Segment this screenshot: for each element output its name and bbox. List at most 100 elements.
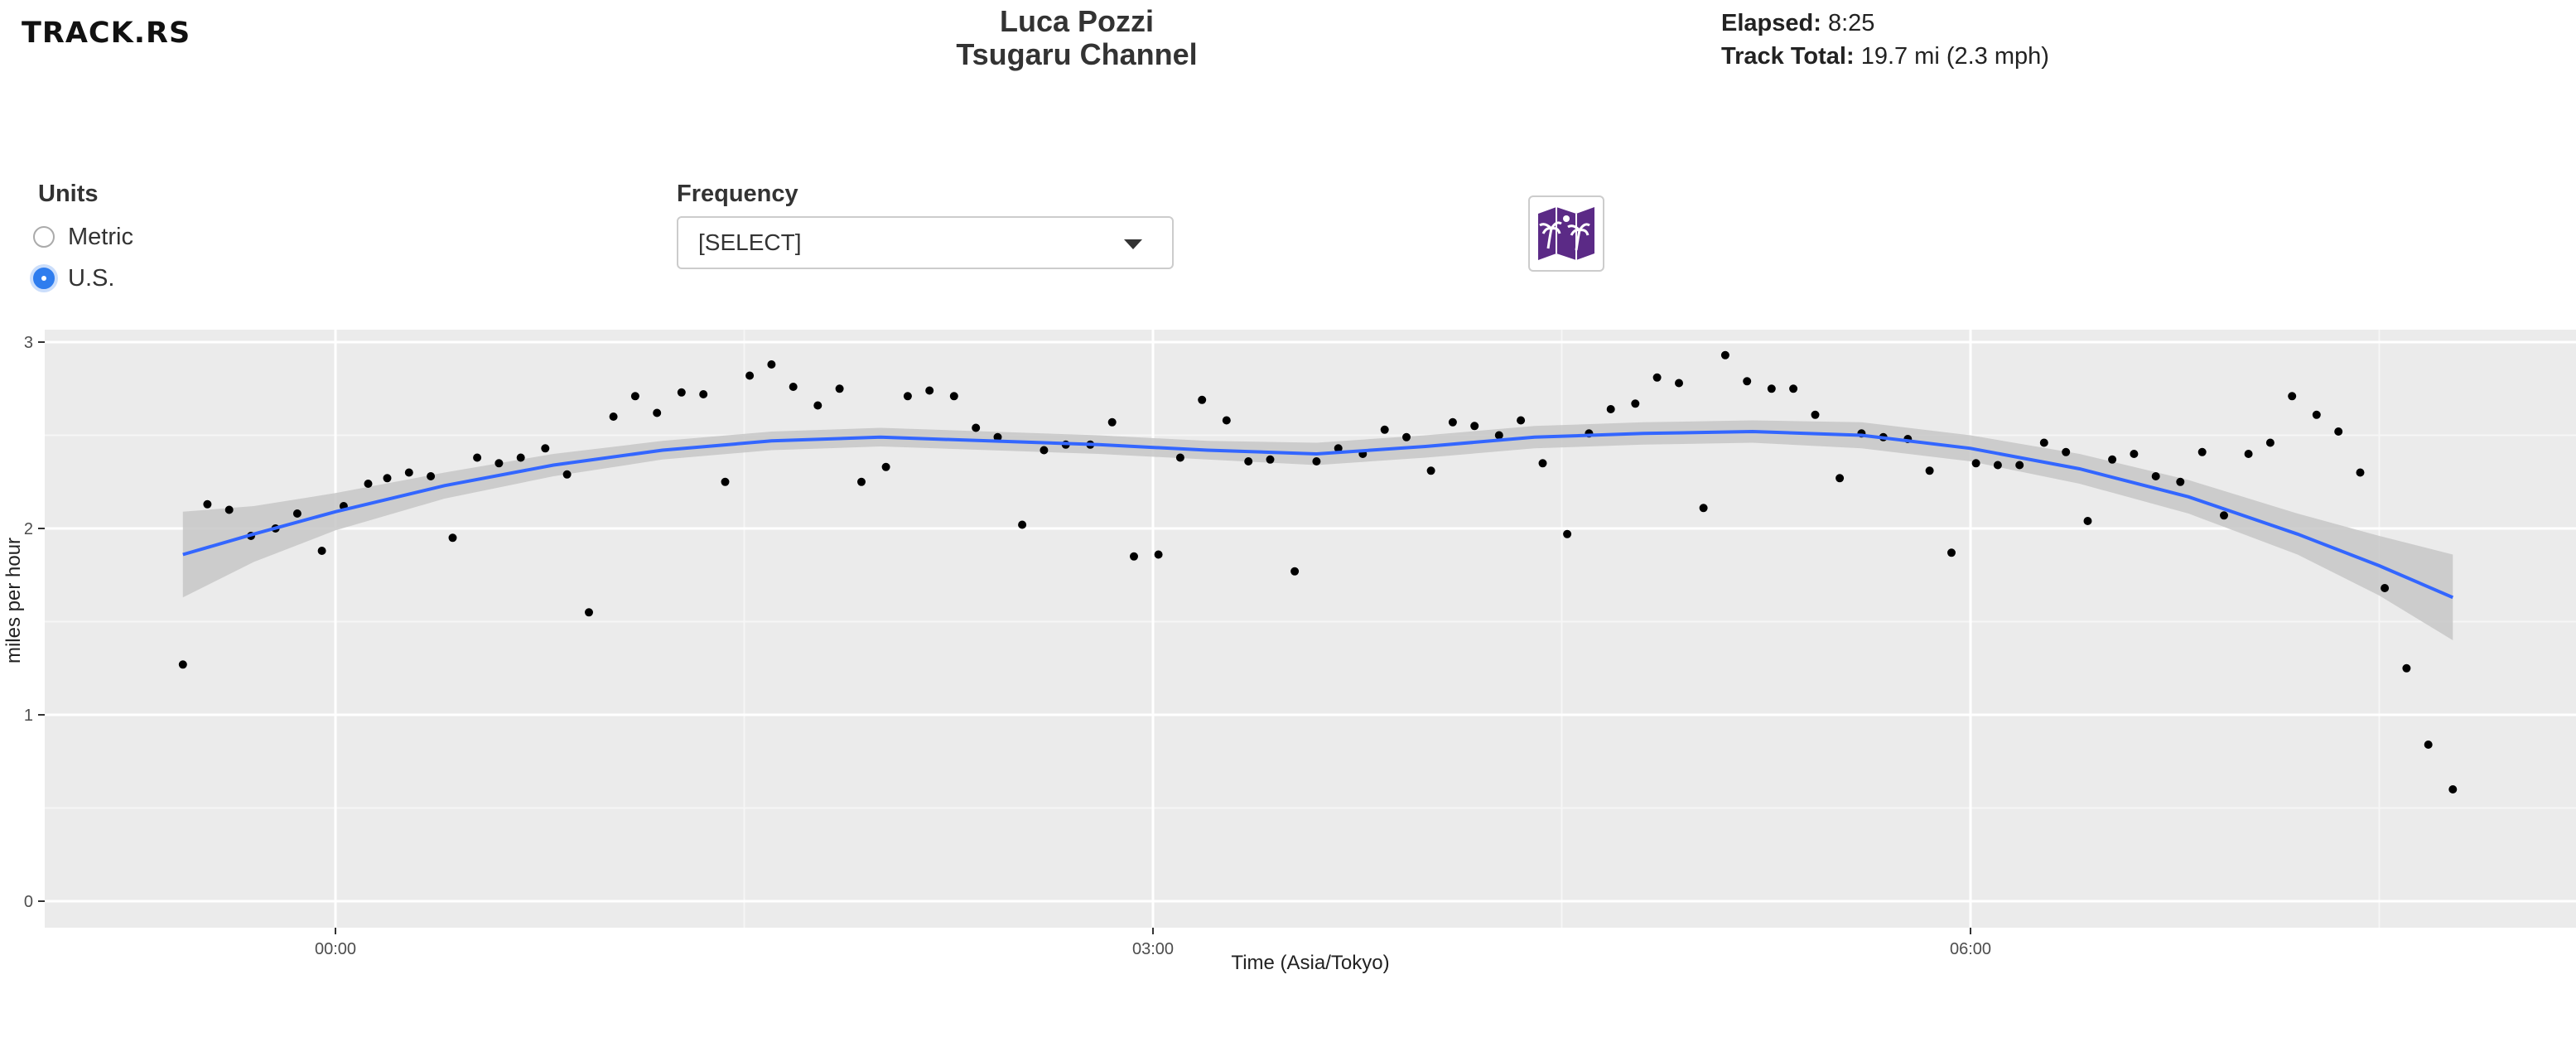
x-axis-label: Time (Asia/Tokyo) [1231,952,1389,974]
data-point [2176,477,2185,486]
speed-chart: 0 1 2 3 00:00 03:00 06:00 Time (Asia/Tokyo) m… [2,330,2576,974]
data-point [1563,529,1572,538]
data-point [364,480,373,488]
data-point [448,533,457,543]
radio-metric[interactable] [33,226,55,248]
data-point [2151,472,2160,480]
data-point [2130,450,2139,458]
data-point [2334,427,2343,436]
data-point [541,444,550,453]
data-point [2039,438,2048,447]
total-value: 19.7 mi (2.3 mph) [1860,43,2049,70]
route-name: Tsugaru Channel [956,37,1198,71]
data-point [1971,459,1980,468]
data-point [494,459,504,468]
data-point [1448,417,1457,427]
data-point [1720,350,1729,359]
data-point [427,472,436,480]
data-point [2424,740,2433,749]
data-point [1743,377,1752,386]
data-point [404,468,413,477]
data-point [972,423,981,432]
data-point [2244,450,2253,458]
data-point [2448,785,2458,794]
data-point [721,477,730,486]
data-point [2108,455,2117,464]
data-point [2062,447,2071,456]
data-point [2220,511,2228,520]
data-point [1107,417,1117,427]
units-option-us-label: U.S. [68,264,115,292]
data-point [1244,457,1253,466]
data-point [1538,459,1547,468]
units-option-metric[interactable]: Metric [33,216,133,258]
data-point [1222,416,1231,425]
data-point [789,383,798,391]
data-point [1767,384,1776,393]
data-point [2197,447,2207,456]
units-label: Units [38,181,99,207]
data-point [1018,520,1027,529]
data-point [949,392,958,401]
data-point [630,392,639,401]
data-point [473,453,482,462]
data-point [767,360,776,369]
data-point [1154,550,1163,559]
data-point [2356,468,2365,477]
major-gridlines [45,330,2576,928]
frequency-label: Frequency [677,181,798,207]
data-point [562,470,572,479]
data-point [224,505,234,514]
data-point [317,547,326,555]
data-point [1402,432,1411,441]
x-tick-label: 00:00 [315,940,356,958]
data-point [813,401,822,410]
data-point [857,477,866,486]
app-logo[interactable]: TRACK.RS [22,17,191,50]
radio-us[interactable] [33,268,55,289]
y-axis-label: miles per hour [2,538,25,663]
data-point [677,388,686,397]
data-point [835,384,844,393]
data-point [1198,395,1207,404]
data-point [609,412,618,421]
data-point [2083,517,2092,525]
y-axis: 0 1 2 3 [24,334,45,911]
y-tick-label: 1 [24,707,33,725]
frequency-select[interactable]: [SELECT] [677,216,1174,269]
data-point [585,608,593,617]
y-tick-label: 0 [24,893,33,911]
minor-gridlines [45,330,2576,928]
elapsed-label: Elapsed: [1721,10,1821,36]
data-point [1334,444,1343,453]
data-point [292,509,301,518]
data-point [2015,461,2024,470]
data-point [2381,584,2390,592]
frequency-value: [SELECT] [698,229,802,255]
plot-panel [45,330,2576,928]
data-point [1130,552,1138,561]
frequency-control: Frequency [SELECT] [677,181,1174,269]
track-title: Luca Pozzi Tsugaru Channel [944,5,1209,71]
palm-map-icon [1538,207,1594,260]
data-point [1290,567,1300,576]
data-point [2288,392,2297,401]
data-point [1675,379,1683,388]
data-point [903,392,912,401]
units-option-us[interactable]: U.S. [33,258,133,299]
total-label: Track Total: [1721,43,1855,70]
data-point [881,462,890,471]
data-point [1470,422,1479,431]
data-point [516,453,525,462]
data-point [1494,431,1503,440]
data-point [2265,438,2275,447]
data-point [1040,446,1049,455]
data-point [925,386,934,395]
data-point [1947,548,1956,557]
data-point [2402,663,2411,673]
data-point [993,432,1002,441]
elapsed-stat: Elapsed: 8:25 [1721,7,2049,40]
map-button[interactable] [1528,195,1604,272]
units-option-metric-label: Metric [68,223,133,250]
units-control: Units Metric U.S. [33,181,133,299]
